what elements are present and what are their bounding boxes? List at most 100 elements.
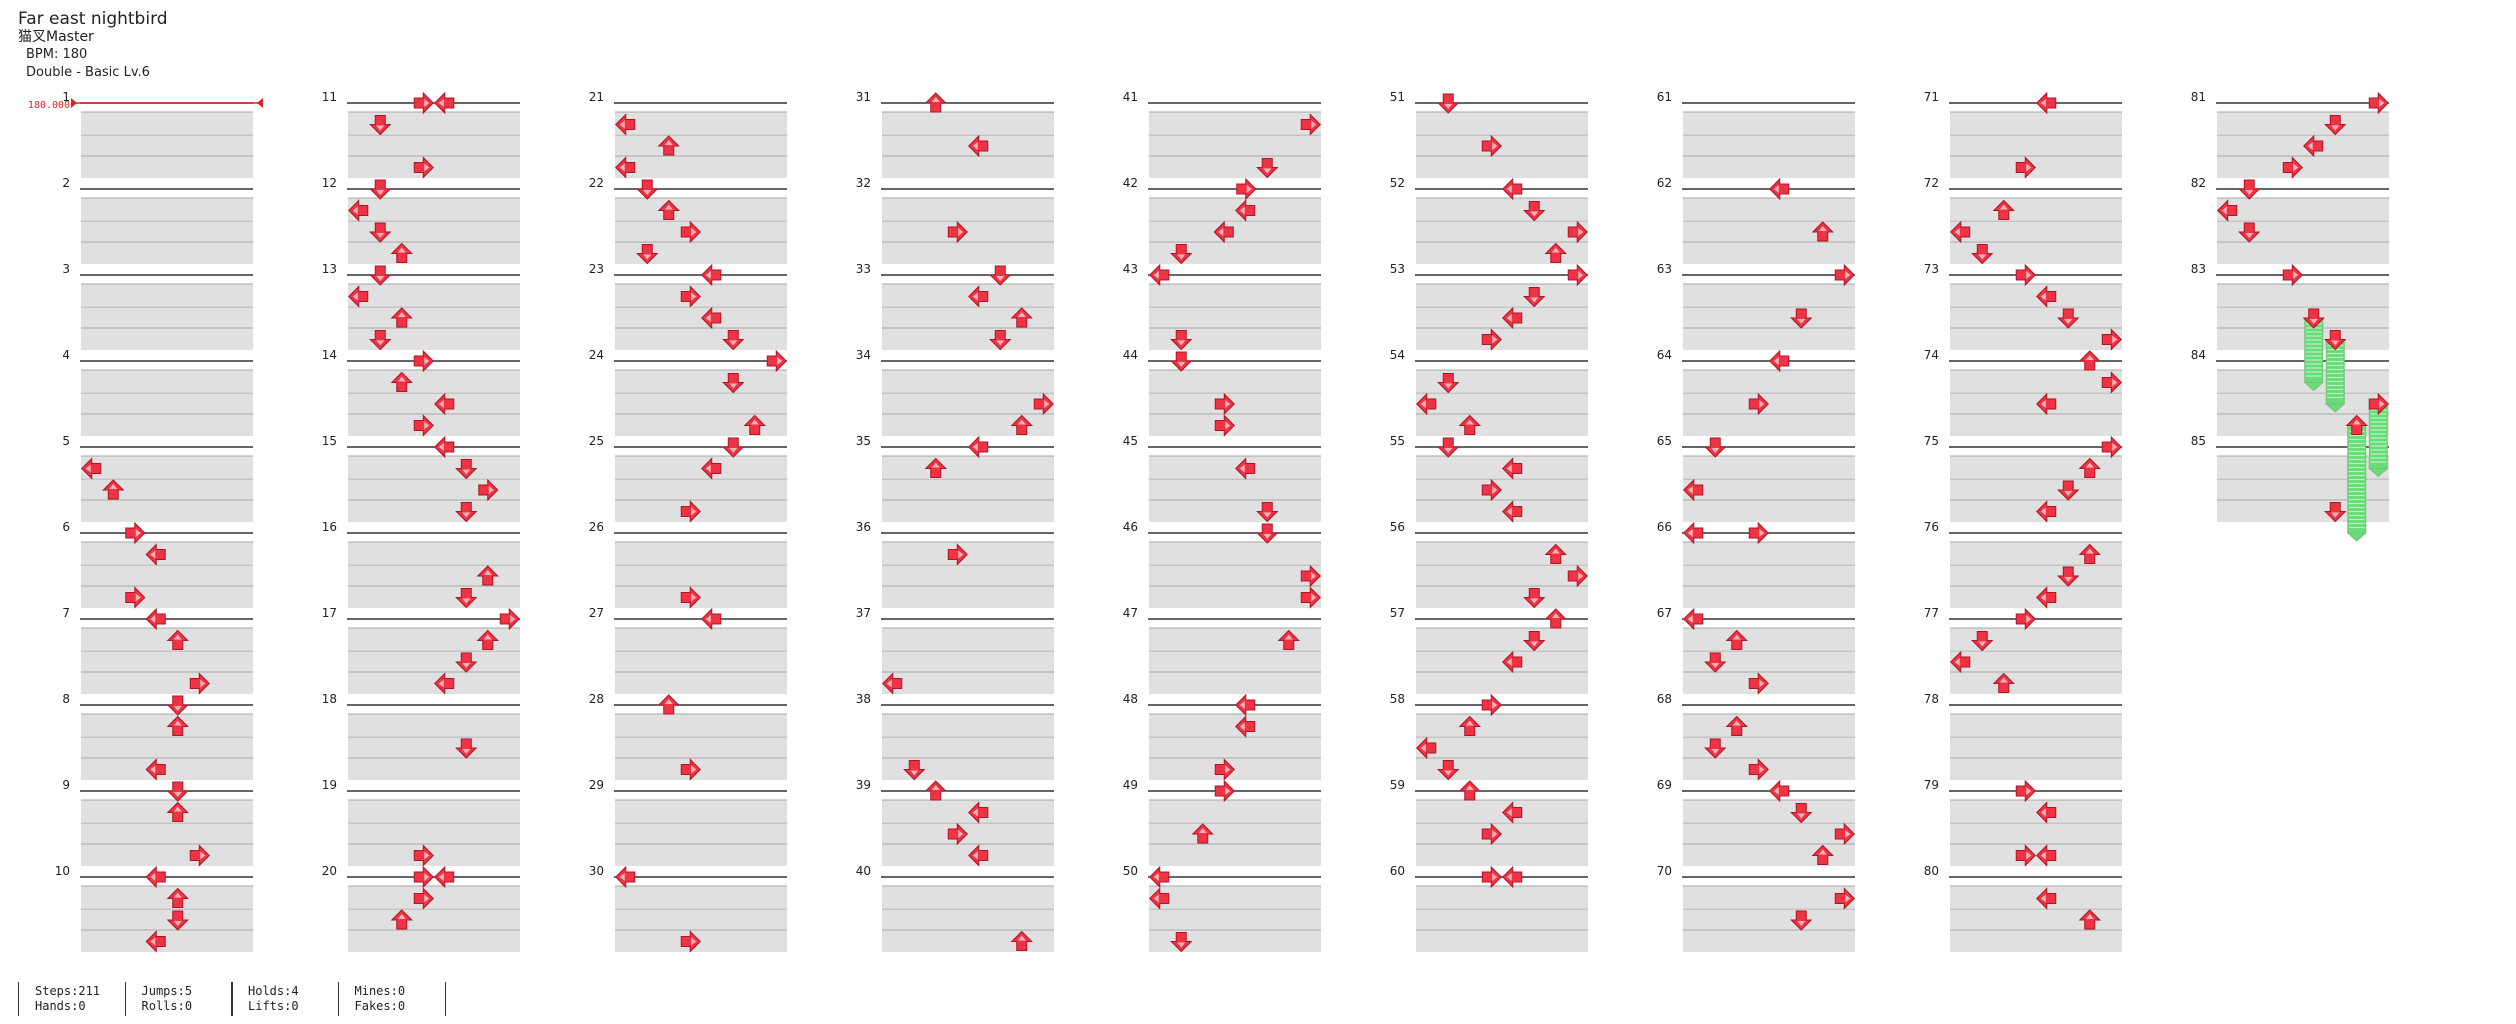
up-arrow-icon bbox=[390, 371, 413, 392]
up-arrow-icon bbox=[1458, 780, 1481, 801]
measure-number: 4 bbox=[62, 348, 70, 362]
beat-band bbox=[1149, 479, 1321, 501]
measure-number: 52 bbox=[1390, 176, 1405, 190]
left-arrow-icon bbox=[1416, 392, 1437, 416]
left-arrow-icon bbox=[968, 285, 989, 308]
measure-number: 79 bbox=[1924, 778, 1939, 792]
left-arrow-icon bbox=[1235, 457, 1256, 480]
measure-number: 81 bbox=[2191, 90, 2206, 104]
down-arrow-icon bbox=[1437, 373, 1460, 394]
right-arrow-icon bbox=[1481, 693, 1502, 717]
down-arrow-icon bbox=[1790, 910, 1813, 931]
left-arrow-icon bbox=[701, 306, 722, 330]
beat-band bbox=[615, 284, 787, 306]
down-arrow-icon bbox=[166, 695, 189, 716]
beat-band bbox=[1149, 370, 1321, 392]
right-arrow-icon bbox=[1748, 672, 1769, 695]
right-arrow-icon bbox=[413, 887, 434, 910]
right-arrow-icon bbox=[1300, 564, 1321, 588]
down-arrow-icon bbox=[1704, 738, 1727, 759]
down-arrow-icon bbox=[722, 437, 745, 458]
beat-band bbox=[1683, 886, 1855, 908]
up-arrow-icon bbox=[166, 887, 189, 908]
down-arrow-icon bbox=[2324, 115, 2347, 136]
left-arrow-icon bbox=[348, 285, 369, 308]
beat-band bbox=[1950, 284, 2122, 306]
beat-band bbox=[81, 714, 253, 736]
left-arrow-icon bbox=[348, 199, 369, 222]
beat-band bbox=[1149, 886, 1321, 908]
beat-band bbox=[882, 542, 1054, 564]
right-arrow-icon bbox=[1481, 328, 1502, 351]
beat-band bbox=[615, 651, 787, 673]
beat-band bbox=[615, 198, 787, 220]
beat-band bbox=[1416, 414, 1588, 436]
beat-band bbox=[1149, 284, 1321, 306]
up-arrow-icon bbox=[924, 457, 947, 478]
measure-number: 28 bbox=[589, 692, 604, 706]
down-arrow-icon bbox=[989, 330, 1012, 351]
beat-band bbox=[1149, 456, 1321, 478]
beat-band bbox=[1950, 500, 2122, 522]
left-arrow-icon bbox=[434, 91, 455, 115]
beat-band bbox=[348, 328, 520, 350]
beat-band bbox=[81, 456, 253, 478]
beat-band bbox=[1149, 628, 1321, 650]
up-arrow-icon bbox=[1010, 307, 1033, 328]
beat-band bbox=[1149, 112, 1321, 134]
beat-band bbox=[81, 393, 253, 415]
measure-number: 46 bbox=[1123, 520, 1138, 534]
down-arrow-icon bbox=[369, 115, 392, 136]
measure-number: 64 bbox=[1657, 348, 1672, 362]
right-arrow-icon bbox=[2101, 328, 2122, 351]
measure-number: 71 bbox=[1924, 90, 1939, 104]
down-arrow-icon bbox=[369, 330, 392, 351]
down-arrow-icon bbox=[722, 330, 745, 351]
right-arrow-icon bbox=[1033, 392, 1054, 416]
up-arrow-icon bbox=[1191, 823, 1214, 844]
right-arrow-icon bbox=[1481, 134, 1502, 158]
beat-band bbox=[1683, 307, 1855, 329]
beat-band bbox=[882, 112, 1054, 134]
beat-band bbox=[1149, 586, 1321, 608]
beat-band bbox=[882, 479, 1054, 501]
beat-band bbox=[348, 714, 520, 736]
right-arrow-icon bbox=[2015, 263, 2036, 287]
beat-band bbox=[1149, 714, 1321, 736]
beat-band bbox=[1950, 651, 2122, 673]
beat-band bbox=[81, 758, 253, 780]
up-arrow-icon bbox=[1458, 414, 1481, 435]
right-arrow-icon bbox=[680, 586, 701, 609]
beat-band bbox=[1950, 479, 2122, 501]
up-arrow-icon bbox=[390, 242, 413, 263]
measure-number: 21 bbox=[589, 90, 604, 104]
hold-end bbox=[2324, 403, 2346, 413]
beat-band bbox=[1950, 909, 2122, 931]
right-arrow-icon bbox=[2015, 779, 2036, 803]
beat-band bbox=[1416, 198, 1588, 220]
beat-band bbox=[1416, 500, 1588, 522]
up-arrow-icon bbox=[2345, 414, 2368, 435]
beat-band bbox=[348, 542, 520, 564]
measure-number: 30 bbox=[589, 864, 604, 878]
beat-band bbox=[348, 586, 520, 608]
down-arrow-icon bbox=[2057, 566, 2080, 587]
beat-band bbox=[1149, 198, 1321, 220]
beat-band bbox=[348, 242, 520, 264]
right-arrow-icon bbox=[1481, 865, 1502, 889]
beat-band bbox=[81, 284, 253, 306]
measure-number: 50 bbox=[1123, 864, 1138, 878]
beat-band bbox=[81, 844, 253, 866]
beat-band bbox=[1416, 737, 1588, 759]
beat-band bbox=[348, 198, 520, 220]
beat-band bbox=[348, 628, 520, 650]
down-arrow-icon bbox=[1704, 437, 1727, 458]
beat-band bbox=[615, 737, 787, 759]
down-arrow-icon bbox=[1523, 201, 1546, 222]
beat-band bbox=[1416, 844, 1588, 866]
down-arrow-icon bbox=[1170, 932, 1193, 953]
beat-band bbox=[1149, 328, 1321, 350]
up-arrow-icon bbox=[1992, 199, 2015, 220]
stat-group-mines: Mines:0 Fakes:0 bbox=[337, 982, 446, 1016]
beat-band bbox=[615, 909, 787, 931]
